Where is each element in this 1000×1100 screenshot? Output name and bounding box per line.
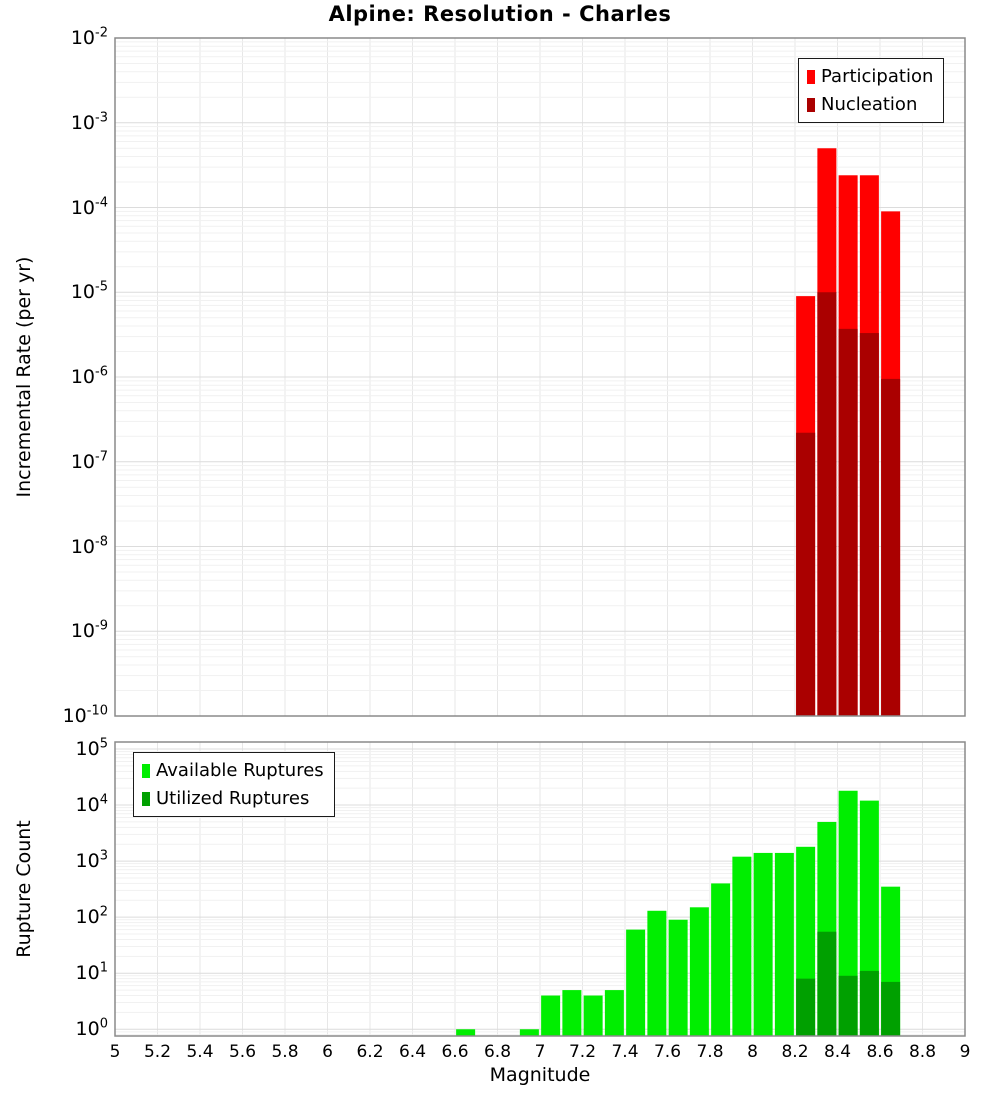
x-tick-label: 6.8 [483,1042,512,1062]
y-tick-label: 10-4 [70,195,108,219]
available-ruptures-bar [519,1029,539,1036]
available-ruptures-bar [689,907,709,1036]
available-ruptures-bar [647,910,667,1036]
utilized-ruptures-bar [796,978,816,1036]
y-tick-label: 100 [75,1016,108,1041]
y-tick-label: 10-6 [70,364,108,388]
y-tick-label: 104 [75,792,108,817]
x-axis-label: Magnitude [489,1064,591,1086]
x-tick-label: 7.2 [568,1042,597,1062]
available-ruptures-bar [668,919,688,1036]
x-tick-label: 6.6 [441,1042,469,1062]
nucleation-bar [796,432,816,716]
x-tick-label: 7.6 [653,1042,682,1062]
available-ruptures-bar [583,995,603,1036]
y-tick-label: 10-9 [70,618,108,643]
utilized-swatch-icon [142,791,150,806]
x-tick-label: 6.4 [398,1042,427,1062]
y-tick-label: 103 [75,848,108,873]
available-ruptures-bar [541,995,561,1036]
nucleation-bar [859,333,879,716]
legend-label-utilized: Utilized Ruptures [156,788,310,809]
legend-item-participation: Participation [807,64,933,89]
y-tick-label: 10-2 [70,25,108,49]
available-ruptures-bar [604,990,624,1036]
x-tick-label: 9 [959,1042,971,1062]
available-ruptures-bar [562,990,582,1036]
available-swatch-icon [142,763,150,778]
y-tick-label: 101 [75,960,108,985]
x-tick-label: 8.6 [866,1042,894,1062]
x-tick-label: 6.2 [356,1042,384,1062]
y-tick-label: 10-8 [70,534,108,558]
available-ruptures-bar [753,852,773,1036]
rupture-legend: Available Ruptures Utilized Ruptures [133,752,335,817]
legend-item-nucleation: Nucleation [807,92,933,117]
utilized-ruptures-bar [881,981,901,1036]
x-tick-label: 7.8 [696,1042,724,1062]
y-tick-label: 10-7 [70,449,108,473]
utilized-ruptures-bar [817,931,837,1036]
available-ruptures-bar [838,790,858,1036]
legend-label-available: Available Ruptures [156,760,324,781]
rate-plot-border [114,37,966,717]
legend-item-available: Available Ruptures [142,758,324,783]
utilized-ruptures-bar [859,970,879,1036]
x-tick-label: 7 [534,1042,546,1062]
nucleation-bar [817,292,837,716]
participation-swatch-icon [807,69,815,84]
x-tick-label: 5.6 [228,1042,257,1062]
y-tick-label: 102 [75,904,108,929]
rate-legend: Participation Nucleation [798,58,945,123]
x-tick-label: 5.2 [143,1042,172,1062]
available-ruptures-bar [732,856,752,1036]
legend-label-participation: Participation [821,66,934,87]
x-tick-label: 8.4 [823,1042,852,1062]
count-plot-border [114,741,966,1037]
y-tick-label: 10-5 [70,279,108,304]
available-ruptures-bar [711,883,731,1036]
legend-label-nucleation: Nucleation [821,94,918,115]
available-ruptures-bar [626,929,646,1036]
x-tick-label: 7.4 [611,1042,639,1062]
chart-title: Alpine: Resolution - Charles [328,2,672,26]
nucleation-swatch-icon [807,97,815,112]
nucleation-bar [838,328,858,716]
available-ruptures-bar [456,1029,476,1036]
x-tick-label: 5.4 [186,1042,214,1062]
x-tick-label: 8 [747,1042,758,1062]
legend-item-utilized: Utilized Ruptures [142,786,324,811]
nucleation-bar [881,378,901,716]
x-tick-label: 5 [109,1042,121,1062]
x-tick-label: 5.8 [271,1042,299,1062]
y-tick-label: 10-3 [70,110,108,134]
y-tick-label: 10-10 [62,703,108,727]
x-tick-label: 8.2 [781,1042,809,1062]
x-tick-label: 6 [322,1042,333,1062]
y-tick-label: 105 [75,736,108,760]
available-ruptures-bar [774,852,794,1036]
count-y-axis-label: Rupture Count [13,820,35,958]
x-tick-label: 8.8 [908,1042,937,1062]
utilized-ruptures-bar [838,975,858,1036]
